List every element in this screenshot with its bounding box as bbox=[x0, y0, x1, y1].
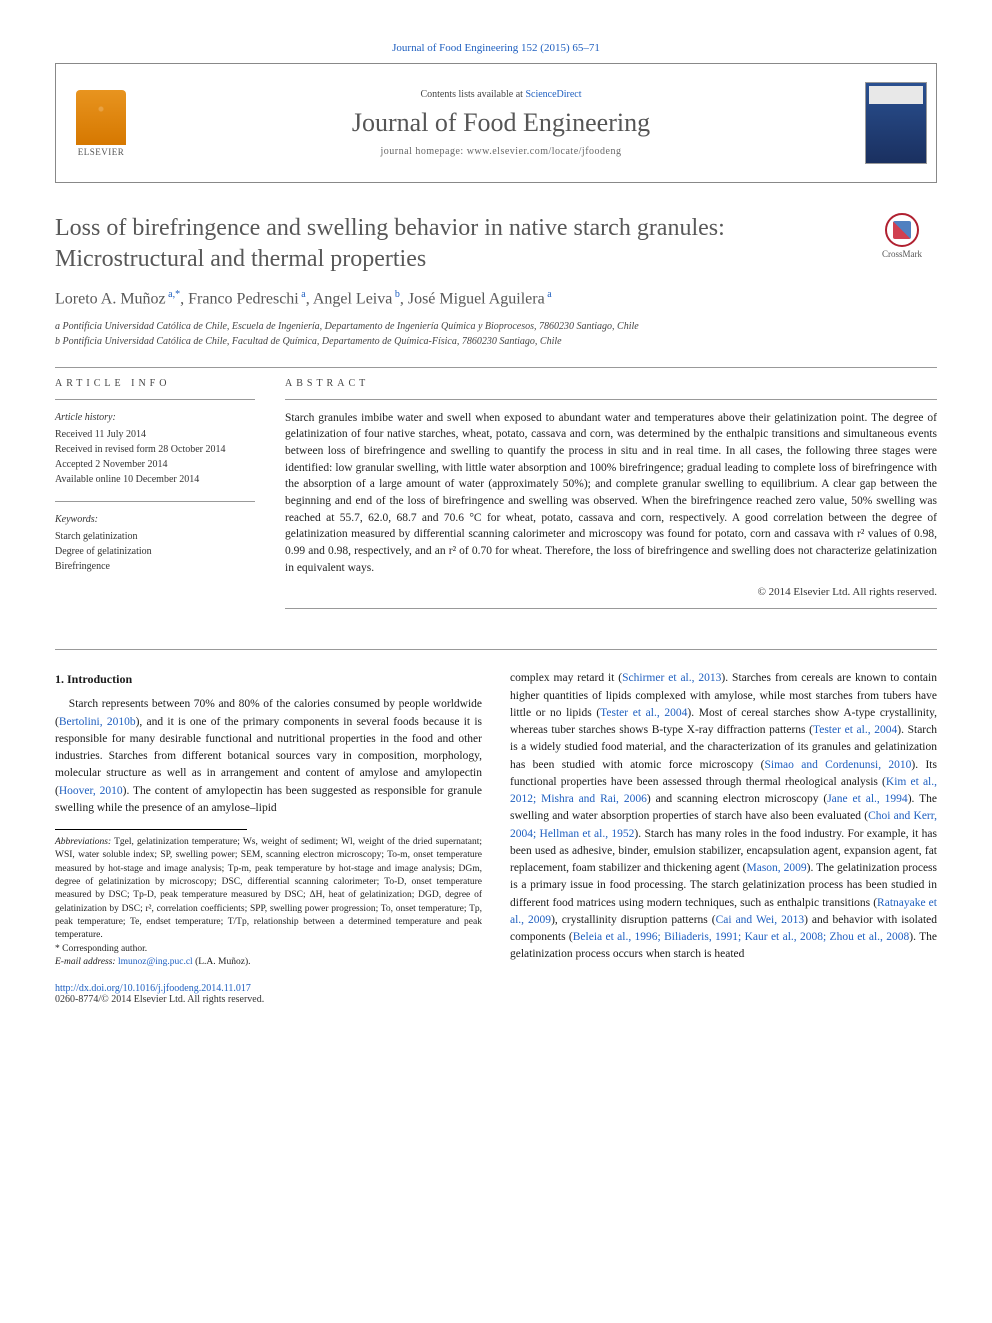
authors-line: Loreto A. Muñoz a,*, Franco Pedreschi a,… bbox=[55, 289, 937, 308]
divider bbox=[55, 501, 255, 502]
history-item: Accepted 2 November 2014 bbox=[55, 457, 255, 472]
citation-link[interactable]: Cai and Wei, 2013 bbox=[716, 914, 805, 926]
keywords-label: Keywords: bbox=[55, 512, 255, 527]
journal-name: Journal of Food Engineering bbox=[146, 108, 856, 138]
citation-link[interactable]: Hoover, 2010 bbox=[59, 785, 123, 797]
citation-link[interactable]: Tester et al., 2004 bbox=[600, 707, 687, 719]
abstract-panel: ABSTRACT Starch granules imbibe water an… bbox=[285, 378, 937, 620]
abstract-heading: ABSTRACT bbox=[285, 378, 937, 389]
email-tail: (L.A. Muñoz). bbox=[193, 957, 251, 967]
body-paragraph: complex may retard it (Schirmer et al., … bbox=[510, 670, 937, 963]
footnote-divider bbox=[55, 829, 247, 830]
journal-header: ELSEVIER Contents lists available at Sci… bbox=[55, 63, 937, 183]
citation-link[interactable]: Jane et al., 1994 bbox=[827, 793, 908, 805]
body-columns: 1. Introduction Starch represents betwee… bbox=[55, 670, 937, 969]
keyword: Starch gelatinization bbox=[55, 529, 255, 544]
affiliation-a: a Pontificia Universidad Católica de Chi… bbox=[55, 319, 937, 334]
affiliations: a Pontificia Universidad Católica de Chi… bbox=[55, 319, 937, 349]
crossmark-badge[interactable]: CrossMark bbox=[867, 213, 937, 259]
divider bbox=[285, 608, 937, 609]
article-info-panel: ARTICLE INFO Article history: Received 1… bbox=[55, 378, 255, 620]
contents-line: Contents lists available at ScienceDirec… bbox=[146, 89, 856, 100]
abstract-copyright: © 2014 Elsevier Ltd. All rights reserved… bbox=[285, 586, 937, 598]
body-text: complex may retard it ( bbox=[510, 672, 622, 684]
citation-link[interactable]: Simao and Cordenunsi, 2010 bbox=[765, 759, 912, 771]
citation-link[interactable]: Schirmer et al., 2013 bbox=[622, 672, 721, 684]
divider bbox=[55, 649, 937, 650]
corresponding-author: * Corresponding author. bbox=[55, 943, 482, 956]
abbrev-label: Abbreviations: bbox=[55, 837, 111, 847]
divider bbox=[285, 399, 937, 400]
email-link[interactable]: lmunoz@ing.puc.cl bbox=[118, 957, 193, 967]
elsevier-logo[interactable]: ELSEVIER bbox=[56, 64, 146, 182]
history-item: Received in revised form 28 October 2014 bbox=[55, 442, 255, 457]
divider bbox=[55, 399, 255, 400]
keyword: Degree of gelatinization bbox=[55, 544, 255, 559]
article-title: Loss of birefringence and swelling behav… bbox=[55, 213, 937, 275]
body-paragraph: Starch represents between 70% and 80% of… bbox=[55, 696, 482, 817]
citation-link[interactable]: Beleia et al., 1996; Biliaderis, 1991; K… bbox=[573, 931, 910, 943]
citation-link[interactable]: Mason, 2009 bbox=[747, 862, 807, 874]
citation-link[interactable]: Bertolini, 2010b bbox=[59, 716, 136, 728]
article-info-heading: ARTICLE INFO bbox=[55, 378, 255, 389]
abbreviations-block: Abbreviations: Tgel, gelatinization temp… bbox=[55, 836, 482, 942]
body-text: ) and scanning electron microscopy ( bbox=[647, 793, 827, 805]
footnotes: Abbreviations: Tgel, gelatinization temp… bbox=[55, 836, 482, 969]
journal-homepage[interactable]: journal homepage: www.elsevier.com/locat… bbox=[146, 146, 856, 157]
header-center: Contents lists available at ScienceDirec… bbox=[146, 64, 856, 182]
history-item: Received 11 July 2014 bbox=[55, 427, 255, 442]
sciencedirect-link[interactable]: ScienceDirect bbox=[525, 89, 581, 100]
email-label: E-mail address: bbox=[55, 957, 118, 967]
affiliation-b: b Pontificia Universidad Católica de Chi… bbox=[55, 334, 937, 349]
section-heading-intro: 1. Introduction bbox=[55, 670, 482, 688]
history-item: Available online 10 December 2014 bbox=[55, 472, 255, 487]
keyword: Birefringence bbox=[55, 559, 255, 574]
page-footer: http://dx.doi.org/10.1016/j.jfoodeng.201… bbox=[55, 983, 937, 1005]
history-label: Article history: bbox=[55, 410, 255, 425]
abstract-text: Starch granules imbibe water and swell w… bbox=[285, 410, 937, 577]
body-text: ), crystallinity disruption patterns ( bbox=[551, 914, 716, 926]
journal-cover-icon bbox=[865, 82, 927, 164]
citation-link[interactable]: Tester et al., 2004 bbox=[813, 724, 897, 736]
abbrev-text: Tgel, gelatinization temperature; Ws, we… bbox=[55, 837, 482, 940]
journal-cover-thumb[interactable] bbox=[856, 64, 936, 182]
citation-link[interactable]: Journal of Food Engineering 152 (2015) 6… bbox=[392, 42, 600, 54]
elsevier-tree-icon bbox=[76, 90, 126, 145]
contents-prefix: Contents lists available at bbox=[420, 89, 525, 100]
doi-link[interactable]: http://dx.doi.org/10.1016/j.jfoodeng.201… bbox=[55, 983, 251, 994]
crossmark-icon bbox=[885, 213, 919, 247]
issn-line: 0260-8774/© 2014 Elsevier Ltd. All right… bbox=[55, 994, 264, 1005]
crossmark-label: CrossMark bbox=[882, 249, 922, 259]
elsevier-label: ELSEVIER bbox=[78, 147, 125, 157]
citation-bar: Journal of Food Engineering 152 (2015) 6… bbox=[55, 40, 937, 55]
divider bbox=[55, 367, 937, 368]
email-line: E-mail address: lmunoz@ing.puc.cl (L.A. … bbox=[55, 956, 482, 969]
